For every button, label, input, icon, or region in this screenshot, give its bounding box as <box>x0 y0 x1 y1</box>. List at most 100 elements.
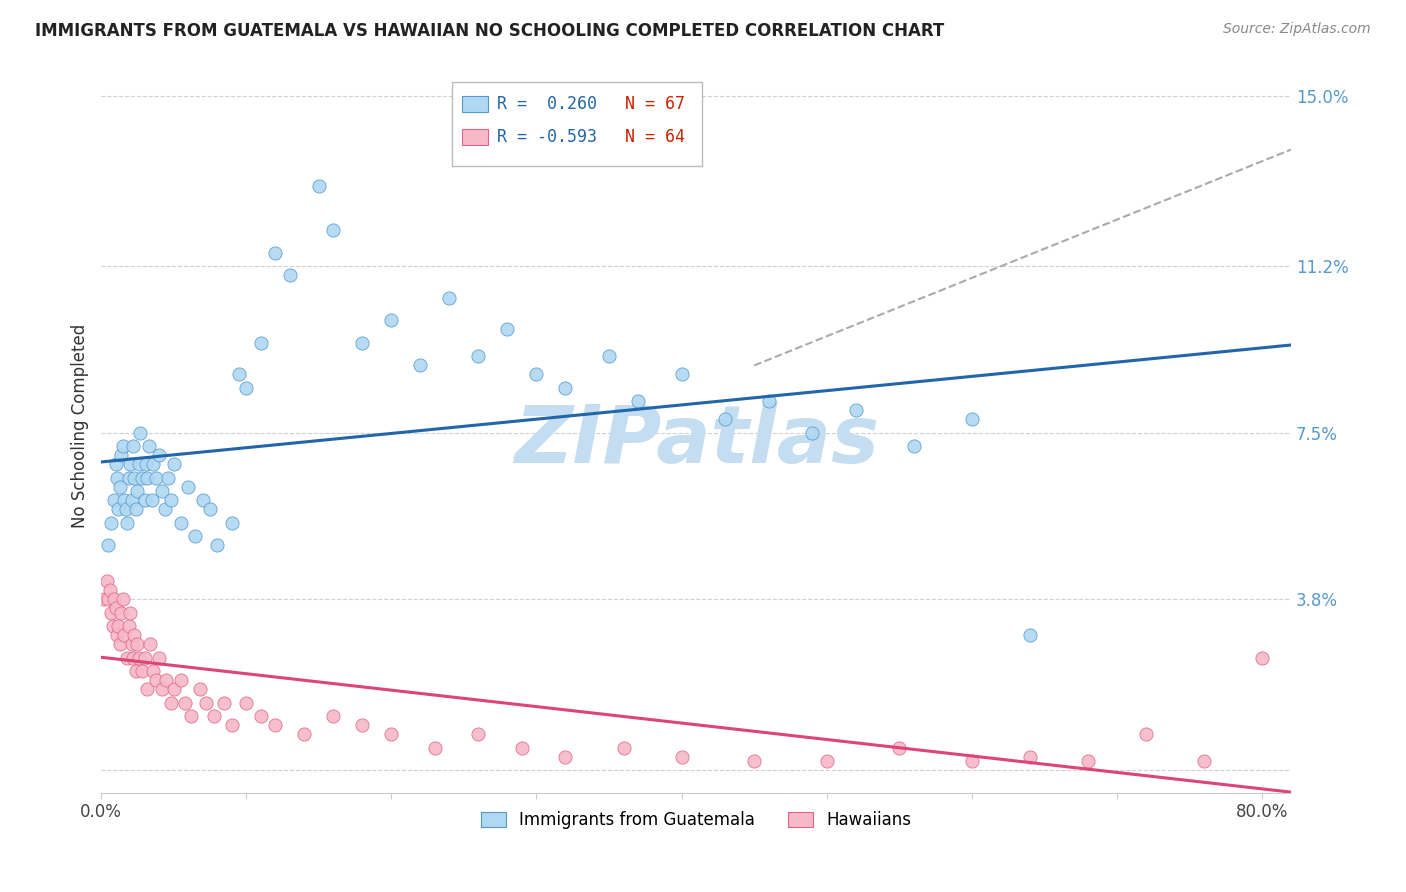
FancyBboxPatch shape <box>461 95 488 112</box>
Point <box>142 664 165 678</box>
Text: R =  0.260: R = 0.260 <box>498 95 598 112</box>
Point <box>148 448 170 462</box>
Point <box>496 322 519 336</box>
Point <box>815 754 838 768</box>
Point <box>134 650 156 665</box>
Point <box>111 592 134 607</box>
Point <box>108 480 131 494</box>
Point <box>889 740 911 755</box>
Point <box>142 458 165 472</box>
Point <box>714 412 737 426</box>
Point <box>960 412 983 426</box>
Point <box>235 696 257 710</box>
Point <box>150 484 173 499</box>
Text: ZIPatlas: ZIPatlas <box>513 401 879 480</box>
Point <box>554 381 576 395</box>
Point <box>1077 754 1099 768</box>
Point <box>134 493 156 508</box>
Point <box>115 650 138 665</box>
Point <box>141 493 163 508</box>
Point <box>627 394 650 409</box>
Point <box>960 754 983 768</box>
Point <box>105 471 128 485</box>
Point <box>409 359 432 373</box>
Text: Source: ZipAtlas.com: Source: ZipAtlas.com <box>1223 22 1371 37</box>
Point <box>249 335 271 350</box>
Point <box>194 696 217 710</box>
Point <box>145 471 167 485</box>
Point <box>554 749 576 764</box>
Point <box>1019 628 1042 642</box>
Point <box>138 439 160 453</box>
Point <box>221 718 243 732</box>
Point <box>100 606 122 620</box>
FancyBboxPatch shape <box>453 81 702 166</box>
Point <box>100 516 122 530</box>
Point <box>125 502 148 516</box>
Point <box>671 749 693 764</box>
Point <box>510 740 533 755</box>
Point <box>127 484 149 499</box>
Point <box>110 448 132 462</box>
Point <box>129 425 152 440</box>
Point <box>131 471 153 485</box>
Point <box>122 439 145 453</box>
FancyBboxPatch shape <box>461 128 488 145</box>
Point <box>131 664 153 678</box>
Point <box>264 718 287 732</box>
Point <box>380 727 402 741</box>
Point <box>439 291 461 305</box>
Point <box>159 696 181 710</box>
Point <box>110 606 132 620</box>
Point <box>188 682 211 697</box>
Point <box>156 471 179 485</box>
Point <box>127 637 149 651</box>
Point <box>104 601 127 615</box>
Point <box>278 268 301 283</box>
Point <box>801 425 824 440</box>
Point <box>120 606 142 620</box>
Point <box>104 458 127 472</box>
Point <box>117 619 139 633</box>
Point <box>170 516 193 530</box>
Point <box>264 246 287 260</box>
Point <box>139 637 162 651</box>
Point <box>845 403 868 417</box>
Point <box>117 471 139 485</box>
Point <box>177 480 200 494</box>
Point <box>136 682 159 697</box>
Point <box>150 682 173 697</box>
Point <box>107 619 129 633</box>
Point <box>124 471 146 485</box>
Point <box>136 471 159 485</box>
Point <box>174 696 197 710</box>
Point <box>107 502 129 516</box>
Point <box>153 502 176 516</box>
Point <box>235 381 257 395</box>
Point <box>159 493 181 508</box>
Point <box>671 368 693 382</box>
Text: N = 67: N = 67 <box>624 95 685 112</box>
Point <box>467 350 489 364</box>
Point <box>96 574 118 589</box>
Point <box>103 493 125 508</box>
Text: N = 64: N = 64 <box>624 128 685 145</box>
Point <box>124 628 146 642</box>
Point <box>162 458 184 472</box>
Point <box>121 493 143 508</box>
Point <box>198 502 221 516</box>
Point <box>180 709 202 723</box>
Point <box>120 458 142 472</box>
Point <box>758 394 780 409</box>
Point <box>1019 749 1042 764</box>
Point <box>221 516 243 530</box>
Point <box>98 583 121 598</box>
Point <box>108 637 131 651</box>
Point <box>121 637 143 651</box>
Point <box>101 619 124 633</box>
Text: IMMIGRANTS FROM GUATEMALA VS HAWAIIAN NO SCHOOLING COMPLETED CORRELATION CHART: IMMIGRANTS FROM GUATEMALA VS HAWAIIAN NO… <box>35 22 945 40</box>
Point <box>380 313 402 327</box>
Point <box>191 493 214 508</box>
Point <box>598 350 620 364</box>
Point <box>97 592 120 607</box>
